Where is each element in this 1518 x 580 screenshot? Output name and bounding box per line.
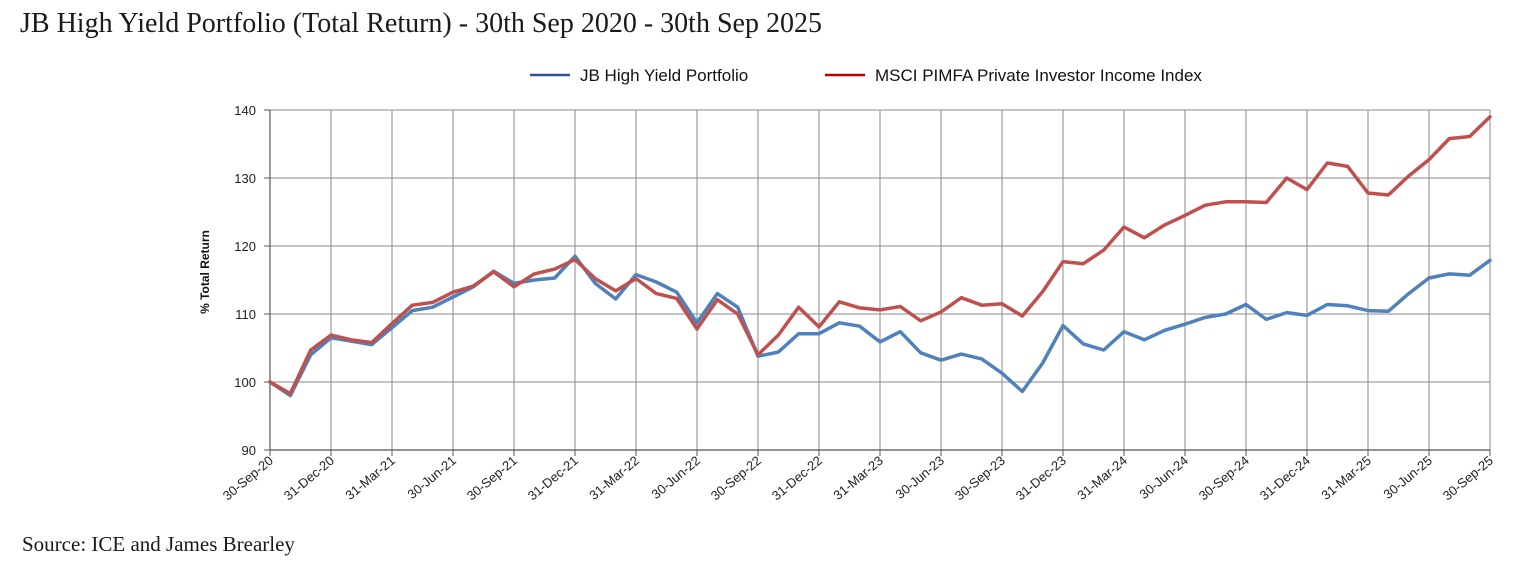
y-tick-label: 120 [234,239,256,254]
x-tick-label: 31-Dec-21 [525,453,581,504]
x-tick-label: 30-Jun-24 [1136,453,1190,502]
series-line-2 [268,115,1492,396]
x-tick-label: 30-Jun-25 [1380,453,1434,502]
x-tick-label: 30-Sep-21 [464,453,520,504]
y-tick-label: 100 [234,375,256,390]
y-axis-label: % Total Return [198,230,212,314]
x-tick-label: 31-Dec-24 [1257,453,1313,504]
x-tick-label: 31-Dec-23 [1013,453,1069,504]
legend: JB High Yield Portfolio MSCI PIMFA Privat… [530,66,1202,85]
x-tick-label: 30-Sep-22 [708,453,764,504]
x-tick-label: 30-Sep-25 [1440,453,1496,504]
chart-title: JB High Yield Portfolio (Total Return) -… [20,8,822,39]
legend-label: MSCI PIMFA Private Investor Income Index [875,66,1202,85]
x-tick-label: 30-Sep-20 [220,453,276,504]
source-note: Source: ICE and James Brearley [22,532,295,556]
x-axis: 30-Sep-20 31-Dec-20 31-Mar-21 30-Jun-21 30-S… [220,449,1496,504]
series-lines [268,115,1492,398]
grid-lines [269,109,1491,451]
x-tick-label: 30-Jun-22 [648,453,702,502]
y-axis: 90 100 110 120 130 140 [234,103,271,458]
x-tick-label: 31-Mar-21 [342,453,398,503]
y-tick-label: 130 [234,171,256,186]
x-tick-label: 31-Mar-22 [586,453,642,503]
x-tick-label: 30-Jun-21 [404,453,458,502]
x-tick-label: 31-Dec-20 [281,453,337,504]
x-tick-label: 30-Sep-24 [1196,453,1252,504]
x-tick-label: 30-Jun-23 [892,453,946,502]
x-tick-label: 31-Dec-22 [769,453,825,504]
y-tick-label: 110 [235,307,256,322]
x-tick-label: 31-Mar-24 [1074,453,1130,503]
x-tick-label: 31-Mar-25 [1318,453,1374,503]
x-tick-label: 31-Mar-23 [830,453,886,503]
x-tick-label: 30-Sep-23 [952,453,1008,504]
y-tick-label: 140 [234,103,256,118]
y-tick-label: 90 [242,443,256,458]
legend-label: JB High Yield Portfolio [580,66,748,85]
